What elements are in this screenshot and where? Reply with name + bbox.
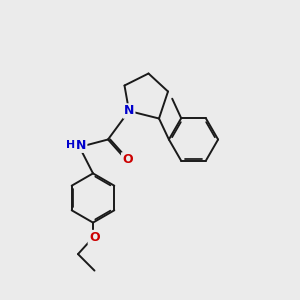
Text: O: O [122,153,133,167]
Text: H: H [66,140,75,150]
Text: N: N [124,104,134,118]
Text: N: N [76,139,86,152]
Text: O: O [89,231,100,244]
